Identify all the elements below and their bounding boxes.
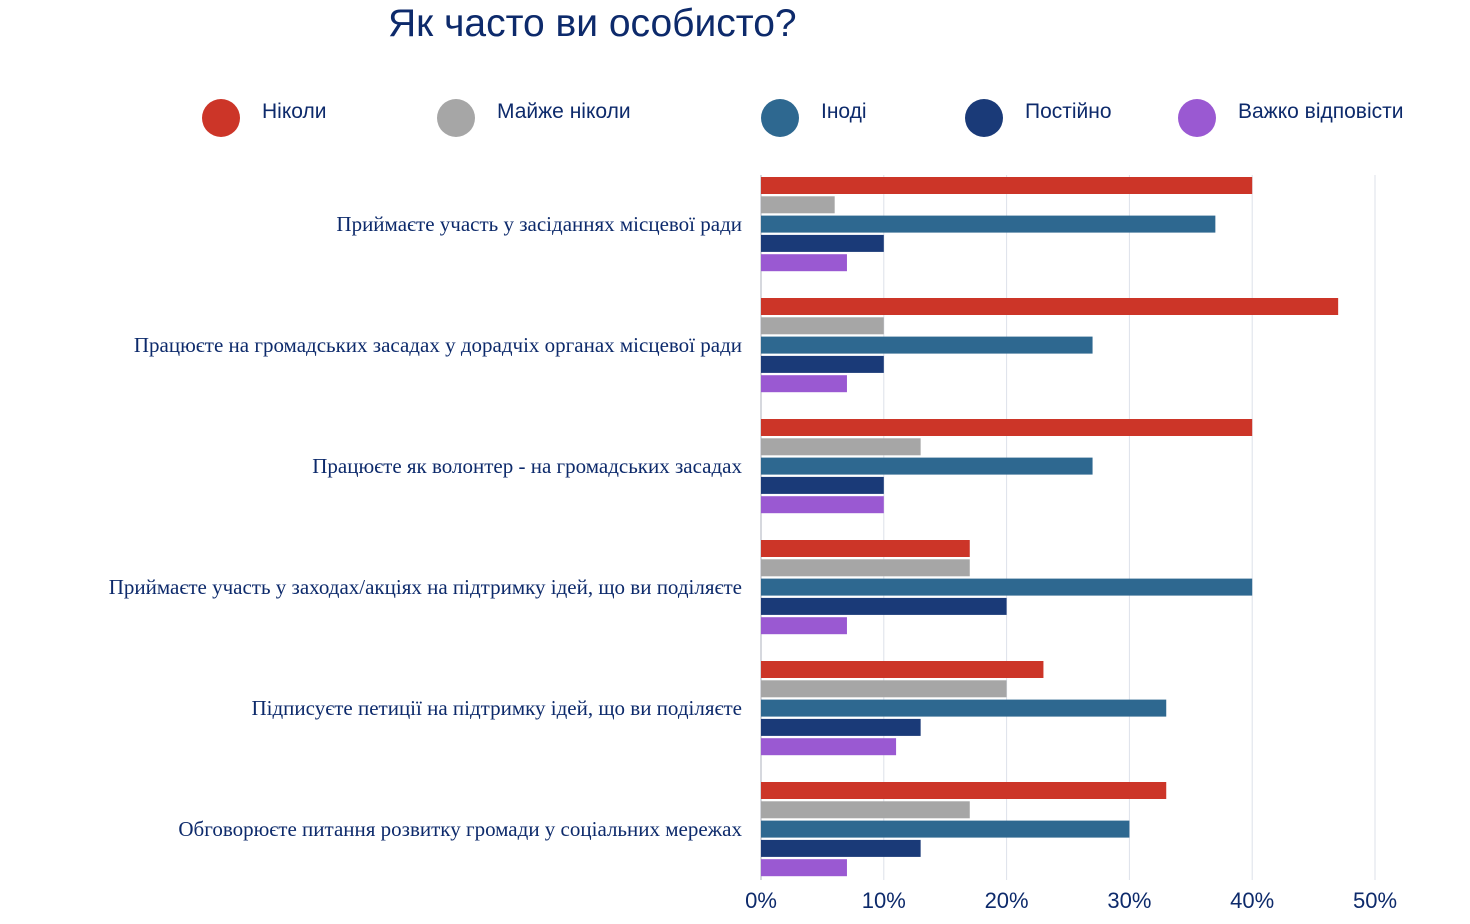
legend-swatch <box>761 99 799 137</box>
bar <box>761 177 1253 194</box>
bar <box>761 317 884 335</box>
bar <box>761 196 835 214</box>
bar <box>761 718 921 736</box>
bar <box>761 234 884 252</box>
bar <box>761 298 1339 315</box>
category-label: Працюєте на громадських засадах у дорадч… <box>134 333 742 357</box>
legend-label: Важко відповісти <box>1238 100 1404 123</box>
bar <box>761 801 970 819</box>
bar <box>761 859 847 877</box>
bar <box>761 355 884 373</box>
bar <box>761 699 1167 717</box>
bar <box>761 254 847 272</box>
bar <box>761 438 921 456</box>
bar <box>761 336 1093 354</box>
category-label: Підписуєте петиції на підтримку ідей, що… <box>252 696 743 720</box>
bar <box>761 496 884 514</box>
legend-swatch <box>965 99 1003 137</box>
legend-swatch <box>202 99 240 137</box>
legend-label: Постійно <box>1025 100 1112 123</box>
bar <box>761 457 1093 475</box>
x-tick-label: 10% <box>862 888 906 913</box>
bars <box>761 177 1339 877</box>
category-label: Приймаєте участь у засіданнях місцевої р… <box>336 212 742 236</box>
bar <box>761 578 1253 596</box>
category-label: Приймаєте участь у заходах/акціях на під… <box>109 575 742 599</box>
legend-label: Майже ніколи <box>497 100 631 123</box>
bar <box>761 419 1253 436</box>
bar <box>761 617 847 635</box>
bar <box>761 215 1216 233</box>
bar <box>761 738 897 756</box>
bar <box>761 375 847 393</box>
x-tick-label: 30% <box>1107 888 1151 913</box>
bar <box>761 559 970 577</box>
category-labels: Приймаєте участь у засіданнях місцевої р… <box>109 212 743 841</box>
grid-lines <box>760 175 1376 880</box>
legend-label: Ніколи <box>262 100 327 123</box>
legend-swatch <box>437 99 475 137</box>
bar <box>761 540 970 557</box>
bar <box>761 661 1044 678</box>
x-tick-label: 20% <box>985 888 1029 913</box>
bar <box>761 476 884 494</box>
category-label: Обговорюєте питання розвитку громади у с… <box>178 817 742 841</box>
x-axis-ticks: 0% 10% 20% 30% 40% 50% <box>745 888 1397 913</box>
chart-title: Як часто ви особисто? <box>388 2 797 45</box>
x-tick-label: 50% <box>1353 888 1397 913</box>
bar <box>761 820 1130 838</box>
x-tick-label: 0% <box>745 888 777 913</box>
bar <box>761 839 921 857</box>
legend-swatch <box>1178 99 1216 137</box>
bar <box>761 782 1167 799</box>
bar <box>761 597 1007 615</box>
bar <box>761 680 1007 698</box>
category-label: Працюєте як волонтер - на громадських за… <box>312 454 742 478</box>
legend-label: Іноді <box>821 100 867 123</box>
x-tick-label: 40% <box>1230 888 1274 913</box>
